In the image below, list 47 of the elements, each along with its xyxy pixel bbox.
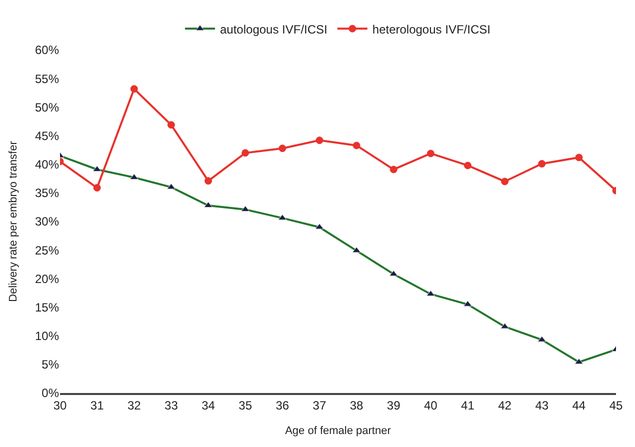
x-tick-label: 42: [498, 398, 512, 412]
point: [538, 160, 546, 168]
x-tick-label: 41: [461, 398, 475, 412]
y-tick-label: 45%: [34, 128, 60, 143]
y-tick-label: 30%: [34, 214, 60, 229]
y-tick-label: 35%: [34, 186, 60, 200]
x-tick-label: 45: [609, 398, 623, 412]
point: [501, 178, 509, 186]
y-tick-label: 10%: [34, 329, 60, 344]
y-tick-label: 15%: [34, 300, 60, 314]
point: [93, 184, 101, 192]
x-tick-label: 39: [386, 398, 401, 412]
x-tick-label: 33: [164, 398, 178, 412]
point: [278, 144, 286, 152]
y-tick-label: 60%: [34, 43, 60, 58]
x-tick-label: 36: [276, 398, 290, 412]
x-tick-label: 35: [238, 398, 252, 412]
legend-label: autologous IVF/ICSI: [220, 22, 328, 36]
y-tick-label: 25%: [34, 243, 60, 258]
x-tick-label: 37: [312, 398, 326, 412]
point: [130, 85, 138, 93]
point: [575, 154, 583, 162]
x-tick-label: 43: [535, 398, 549, 412]
point: [204, 177, 212, 185]
point: [390, 166, 398, 174]
y-tick-label: 0%: [42, 386, 60, 400]
x-axis-title: Age of female partner: [285, 425, 392, 438]
y-tick-label: 55%: [34, 72, 60, 86]
x-tick-label: 38: [350, 398, 364, 412]
y-axis-title: Delivery rate per embryo transfer: [8, 140, 20, 302]
x-tick-label: 32: [127, 398, 142, 412]
y-tick-label: 50%: [34, 100, 60, 114]
x-tick-label: 44: [572, 398, 586, 412]
point: [426, 150, 434, 158]
point: [316, 136, 324, 144]
x-tick-label: 34: [202, 398, 216, 412]
y-tick-label: 5%: [42, 358, 60, 372]
point: [242, 149, 250, 157]
legend-label: heterologous IVF/ICSI: [372, 22, 490, 36]
point: [352, 142, 360, 150]
x-tick-label: 31: [90, 398, 104, 412]
y-tick-label: 20%: [34, 272, 60, 286]
point: [464, 162, 472, 170]
x-tick-label: 40: [424, 398, 438, 412]
x-tick-label: 30: [53, 398, 67, 412]
y-tick-label: 40%: [34, 158, 60, 172]
point: [167, 121, 175, 129]
